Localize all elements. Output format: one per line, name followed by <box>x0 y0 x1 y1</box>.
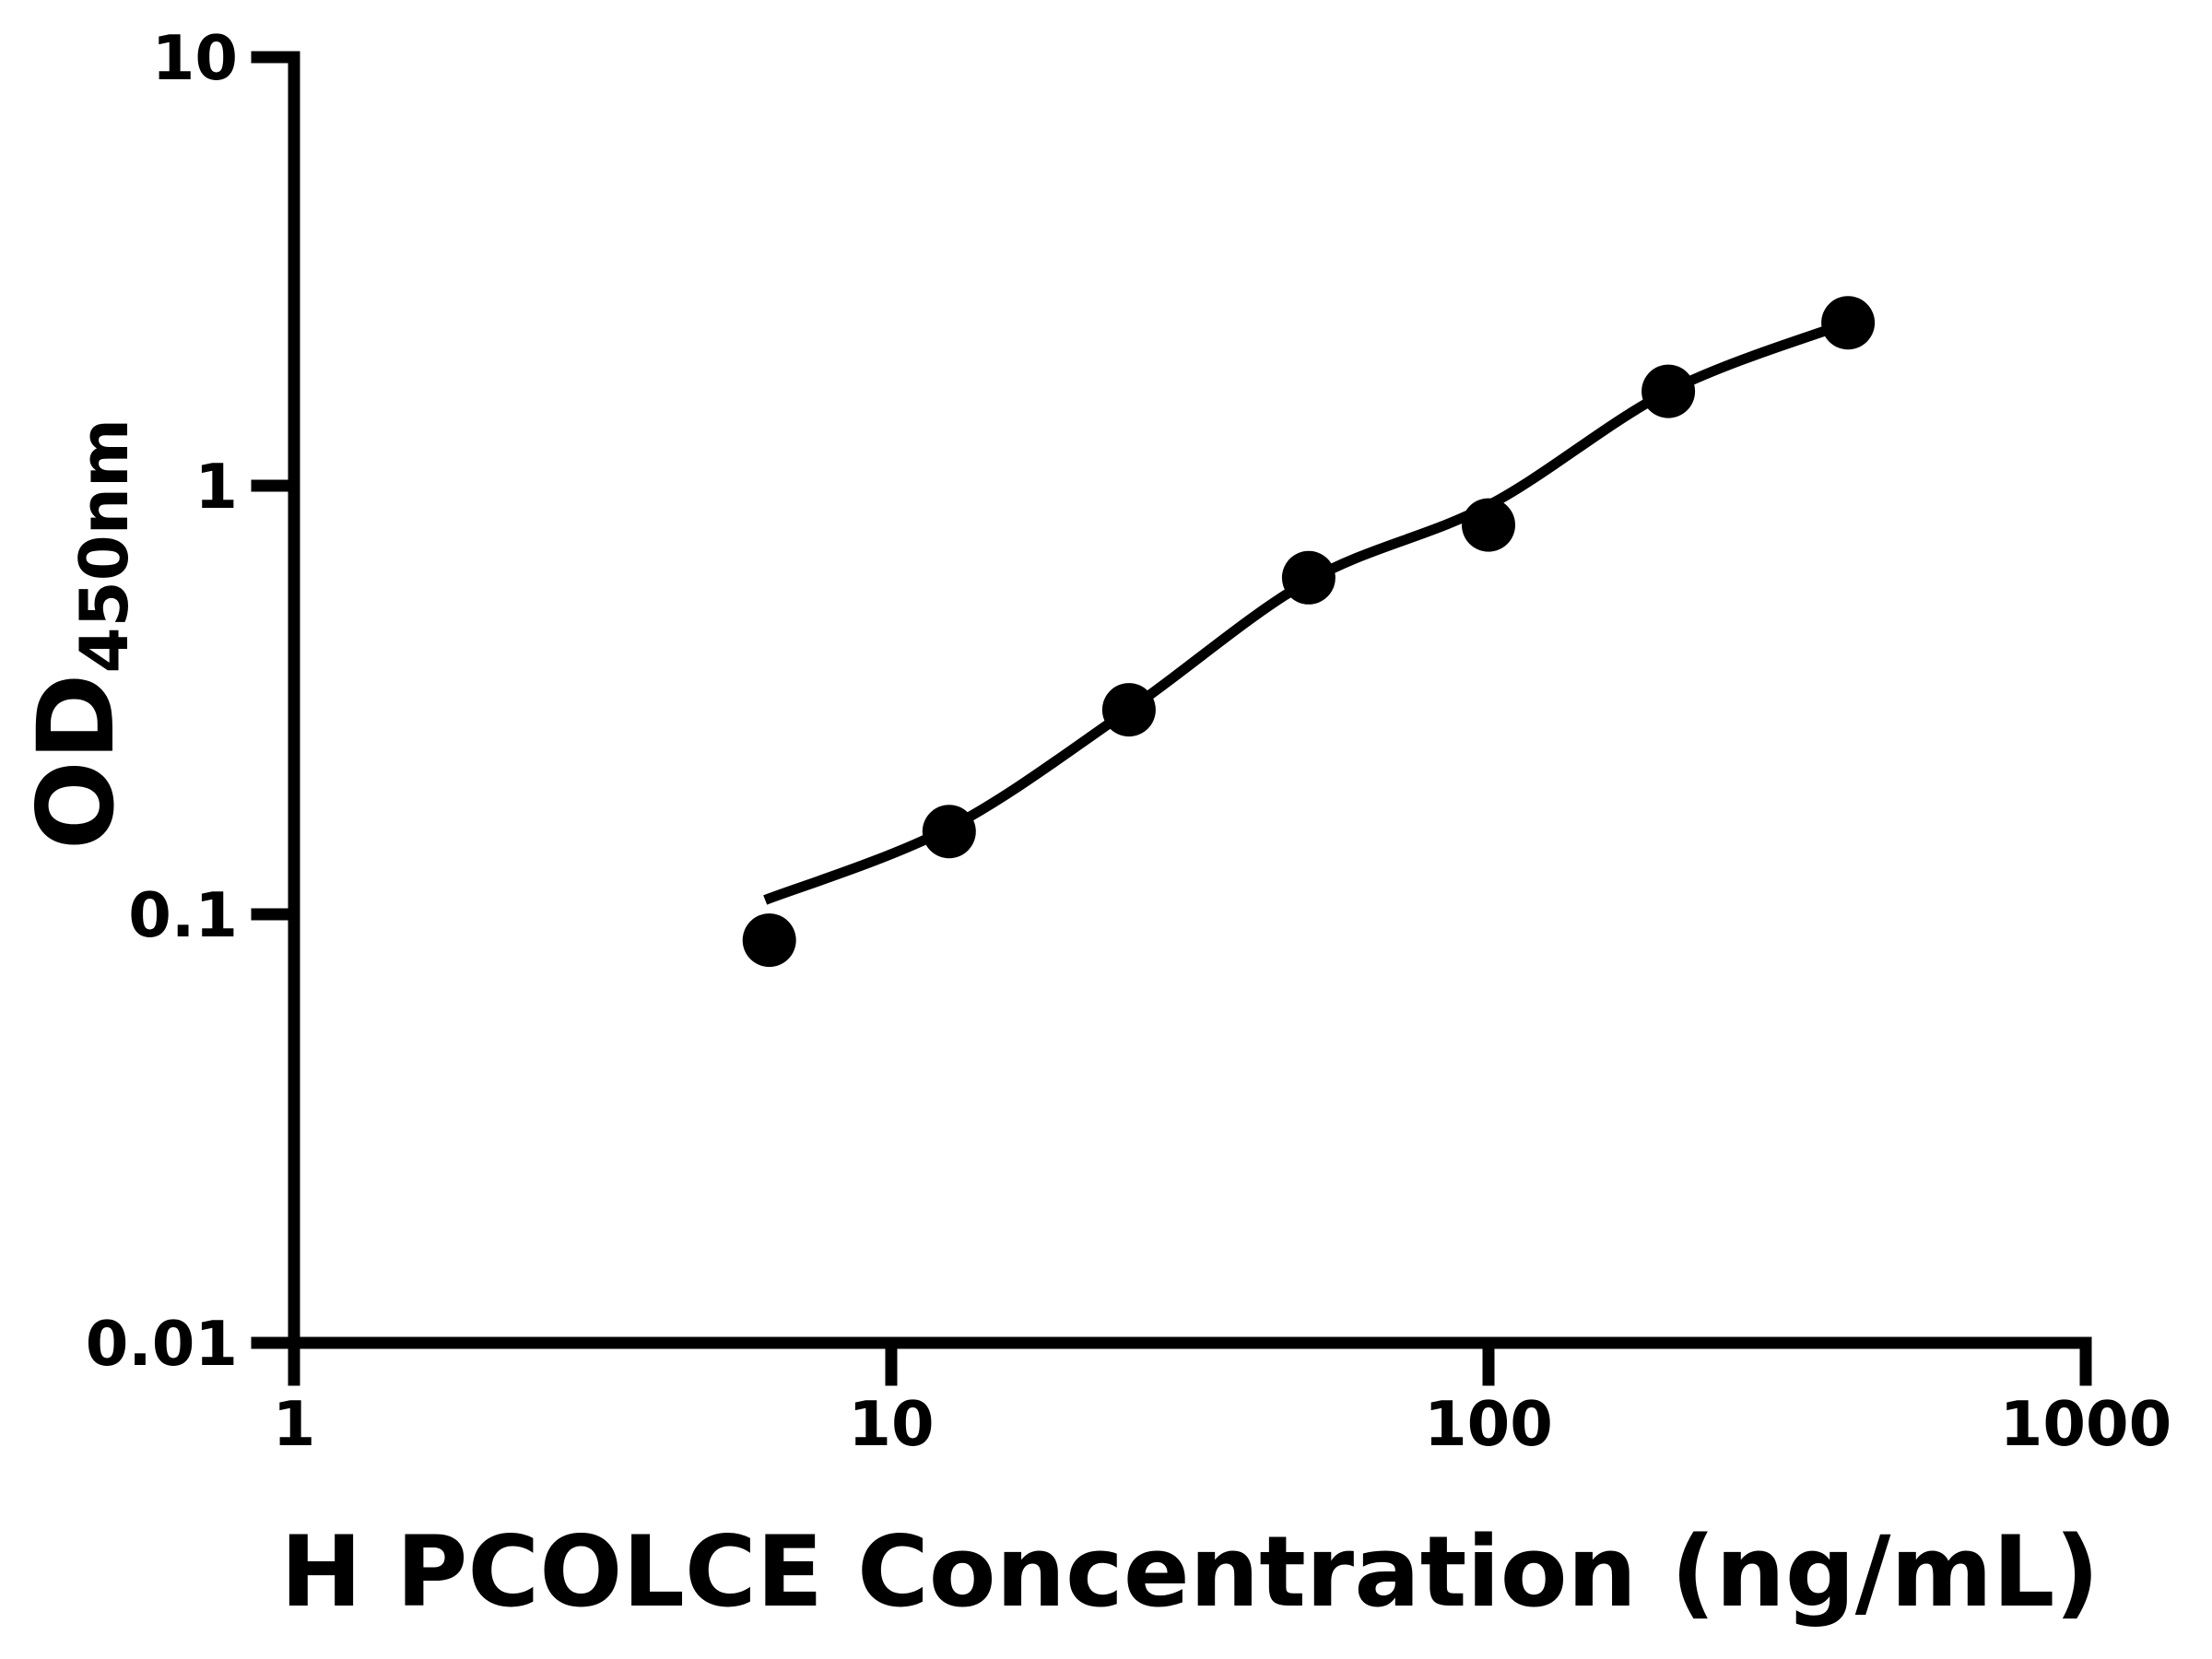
y-axis-title: OD450nm <box>15 418 143 850</box>
x-tick-label: 100 <box>1424 1388 1553 1460</box>
data-point <box>1641 364 1696 418</box>
x-tick-label: 1 <box>273 1388 316 1460</box>
data-point <box>742 913 796 968</box>
x-axis-title: H PCOLCE Concentration (ng/mL) <box>280 1515 2100 1629</box>
y-tick-label: 0.01 <box>86 1308 238 1380</box>
tick-labels-layer: 0.01 0.1 1 10 1 10 100 1000 <box>86 22 2172 1460</box>
y-axis-title-subscript: 450nm <box>65 418 143 674</box>
y-tick-label: 1 <box>194 451 238 523</box>
data-point <box>1821 296 1876 350</box>
y-axis-title-main: OD <box>15 674 137 851</box>
data-point <box>922 805 976 859</box>
data-series-layer <box>742 296 1876 968</box>
x-tick-label: 10 <box>848 1388 934 1460</box>
y-tick-label: 10 <box>152 22 238 94</box>
data-point <box>1281 550 1335 605</box>
axis-titles-layer: H PCOLCE Concentration (ng/mL) OD450nm <box>15 418 2100 1629</box>
axis-lines <box>288 51 2092 1349</box>
axes-layer <box>288 51 2092 1349</box>
x-tick-label: 1000 <box>2000 1388 2171 1460</box>
data-point <box>1101 683 1156 737</box>
y-tick-label: 0.1 <box>128 879 238 951</box>
data-point <box>1462 498 1515 552</box>
tick-marks-layer <box>251 51 2092 1386</box>
